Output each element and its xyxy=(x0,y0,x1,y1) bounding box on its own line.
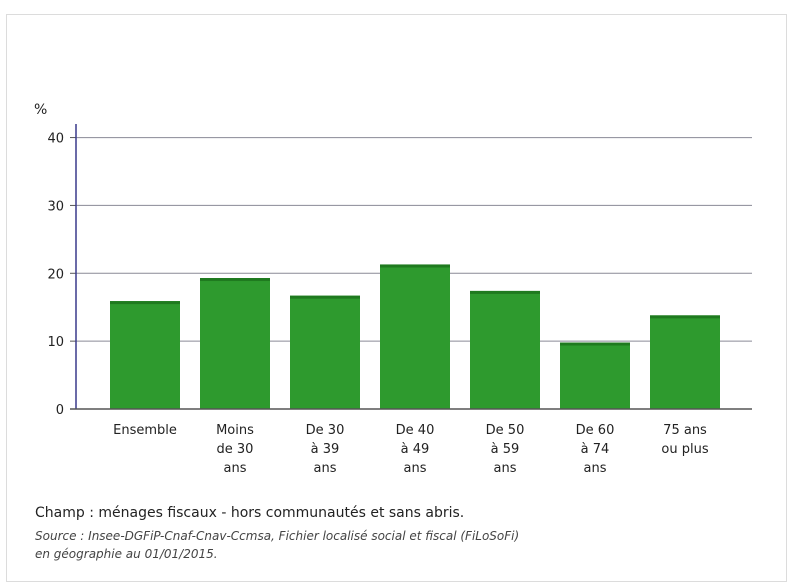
bar xyxy=(560,342,630,409)
bar xyxy=(290,295,360,409)
x-tick-label: Moins xyxy=(216,423,254,438)
x-tick-label: de 30 xyxy=(217,442,254,457)
y-tick-label: 0 xyxy=(56,403,64,418)
bar-top-edge xyxy=(290,295,360,299)
x-tick-label: à 74 xyxy=(581,442,610,457)
x-tick-label: à 49 xyxy=(401,442,430,457)
x-tick-label: De 50 xyxy=(486,423,525,438)
bar-top-edge xyxy=(110,301,180,305)
x-tick-label: ans xyxy=(224,461,247,476)
source-note-line-2: en géographie au 01/01/2015. xyxy=(35,547,218,561)
y-axis-label: % xyxy=(34,102,47,118)
x-tick-label: à 59 xyxy=(491,442,520,457)
x-tick-label: ans xyxy=(584,461,607,476)
bar xyxy=(110,301,180,409)
bar xyxy=(200,278,270,409)
bar-top-edge xyxy=(560,342,630,346)
bar-top-edge xyxy=(650,315,720,319)
bar-top-edge xyxy=(200,278,270,282)
bar xyxy=(470,290,540,409)
source-note-line-1: Source : Insee-DGFiP-Cnaf-Cnav-Ccmsa, Fi… xyxy=(35,529,520,543)
x-tick-label: ans xyxy=(494,461,517,476)
bar xyxy=(380,264,450,409)
bar-top-edge xyxy=(380,264,450,268)
y-tick-label: 30 xyxy=(47,199,64,214)
chart-notes: Champ : ménages fiscaux - hors communaut… xyxy=(35,505,775,563)
x-tick-label: Ensemble xyxy=(113,423,177,438)
x-tick-label: De 40 xyxy=(396,423,435,438)
x-tick-label: ans xyxy=(404,461,427,476)
y-tick-label: 20 xyxy=(47,267,64,282)
y-tick-label: 40 xyxy=(47,132,64,147)
x-tick-label: 75 ans xyxy=(663,423,707,438)
y-tick-label: 10 xyxy=(47,335,64,350)
x-tick-label: ans xyxy=(314,461,337,476)
x-tick-label: à 39 xyxy=(311,442,340,457)
bar-top-edge xyxy=(470,290,540,294)
bar-chart: % 0 10 20 30 40 Ensemble Moins de 30 ans De 30 à 39… xyxy=(34,102,752,476)
bar xyxy=(650,315,720,409)
champ-note: Champ : ménages fiscaux - hors communaut… xyxy=(35,505,465,521)
x-tick-label: De 30 xyxy=(306,423,345,438)
x-tick-label: ou plus xyxy=(661,442,708,457)
x-tick-label: De 60 xyxy=(576,423,615,438)
